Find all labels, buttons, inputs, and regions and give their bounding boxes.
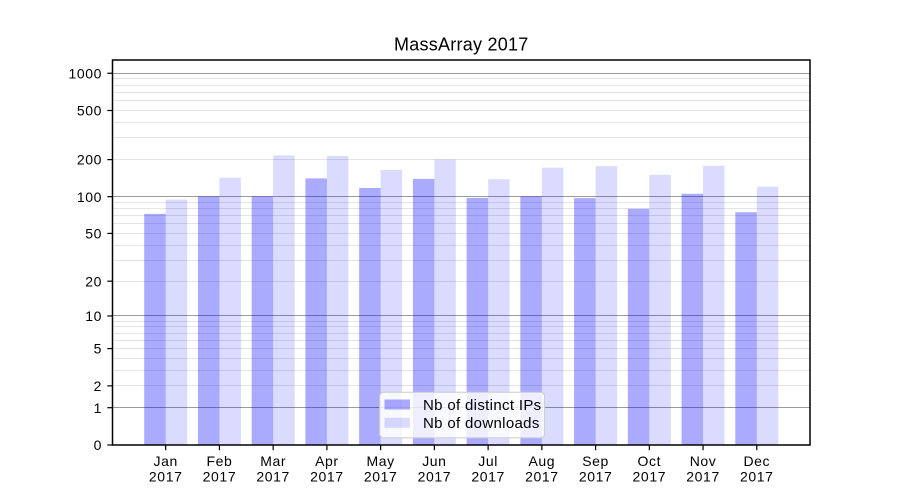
svg-text:Mar: Mar: [260, 453, 286, 469]
svg-text:Nb of downloads: Nb of downloads: [423, 415, 540, 432]
svg-text:1: 1: [94, 400, 102, 416]
svg-text:2017: 2017: [633, 469, 667, 485]
svg-text:1000: 1000: [68, 65, 102, 81]
svg-text:100: 100: [77, 189, 102, 205]
svg-text:May: May: [367, 453, 395, 469]
svg-text:2017: 2017: [203, 469, 237, 485]
svg-text:Jun: Jun: [422, 453, 446, 469]
svg-text:2017: 2017: [310, 469, 344, 485]
svg-text:MassArray 2017: MassArray 2017: [394, 35, 529, 55]
svg-text:2017: 2017: [471, 469, 505, 485]
svg-text:Sep: Sep: [582, 453, 609, 469]
svg-text:0: 0: [94, 437, 102, 453]
svg-text:2017: 2017: [579, 469, 613, 485]
svg-text:Dec: Dec: [743, 453, 770, 469]
svg-text:2017: 2017: [256, 469, 290, 485]
svg-text:2017: 2017: [740, 469, 774, 485]
svg-text:Aug: Aug: [528, 453, 555, 469]
svg-text:20: 20: [85, 273, 102, 289]
svg-text:Jan: Jan: [154, 453, 178, 469]
svg-text:2017: 2017: [525, 469, 559, 485]
svg-text:5: 5: [94, 341, 102, 357]
svg-text:200: 200: [77, 152, 102, 168]
svg-text:2017: 2017: [686, 469, 720, 485]
svg-text:2017: 2017: [149, 469, 183, 485]
svg-text:500: 500: [77, 103, 102, 119]
svg-text:Jul: Jul: [478, 453, 498, 469]
svg-text:10: 10: [85, 308, 102, 324]
svg-text:Feb: Feb: [206, 453, 232, 469]
svg-text:Nov: Nov: [690, 453, 717, 469]
svg-text:2: 2: [94, 378, 102, 394]
svg-text:2017: 2017: [364, 469, 398, 485]
svg-text:2017: 2017: [418, 469, 452, 485]
svg-text:Oct: Oct: [638, 453, 662, 469]
svg-text:50: 50: [85, 226, 102, 242]
svg-text:Nb of distinct IPs: Nb of distinct IPs: [423, 397, 541, 414]
svg-text:Apr: Apr: [315, 453, 339, 469]
